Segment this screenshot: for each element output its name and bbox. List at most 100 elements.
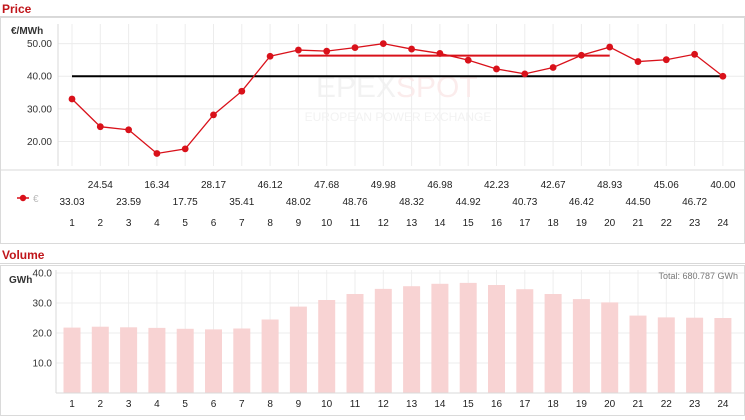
volume-bar [686,317,704,393]
price-legend: € [17,194,39,205]
volume-chart: GWh Total: 680.787 GWh 10.020.030.040.0 … [9,269,744,410]
watermark-tagline: EUROPEAN POWER EXCHANGE [305,110,492,124]
volume-bar [63,327,81,393]
price-point [521,70,529,78]
volume-hour-label: 4 [154,399,160,410]
price-point [408,45,415,53]
volume-y-axis-label: GWh [9,275,32,286]
price-value-label: 49.98 [371,180,396,191]
price-point [464,56,472,64]
price-value-label: 40.00 [710,180,735,191]
price-value-label: 16.34 [144,180,169,191]
volume-section-title: Volume [2,248,45,262]
volume-bar [431,283,449,393]
volume-hour-label: 16 [491,399,503,410]
price-point [719,72,727,80]
price-hour-label: 22 [661,218,673,229]
price-panel: €/MWh 20.00 30.00 40.00 50.00 EPEX SPOT EUR… [0,17,745,244]
price-value-label: 44.92 [456,197,481,208]
volume-bar [346,294,364,393]
volume-hour-label: 12 [378,399,390,410]
price-value-label: 46.12 [258,180,283,191]
price-point [96,123,104,131]
price-section-rule [0,16,745,17]
price-point [266,52,274,60]
price-hour-label: 13 [406,218,418,229]
price-point [323,47,331,55]
price-y-tick-label: 20.00 [27,137,52,148]
volume-bar [516,289,534,393]
price-y-tick-label: 50.00 [27,39,52,50]
legend-series-label: € [33,194,39,205]
price-point [493,65,500,73]
volume-hour-label: 15 [463,399,475,410]
price-hour-label: 19 [576,218,588,229]
price-hour-label: 1 [69,218,75,229]
price-value-label: 40.73 [512,197,537,208]
price-hour-label: 9 [296,218,302,229]
price-hour-label: 21 [632,218,644,229]
volume-hour-label: 21 [632,399,644,410]
price-point [68,95,76,103]
volume-hour-label: 3 [126,399,132,410]
volume-bar [403,286,421,393]
volume-hour-label: 5 [182,399,188,410]
volume-hour-label: 19 [576,399,588,410]
price-hour-label: 10 [321,218,333,229]
volume-y-tick-label: 40.0 [33,269,53,280]
price-point [351,44,359,52]
price-point [662,56,670,64]
price-hour-label: 14 [434,218,446,229]
volume-panel: GWh Total: 680.787 GWh 10.0 20.0 30.0 40.0 … [0,265,745,416]
price-hour-label: 18 [548,218,560,229]
volume-bar [657,317,675,393]
volume-bar [261,319,279,393]
price-value-label: 28.17 [201,180,226,191]
price-hour-label: 24 [717,218,729,229]
volume-y-tick-label: 20.0 [33,329,53,340]
price-y-axis-label: €/MWh [11,26,43,37]
price-point [634,58,642,65]
price-hour-label: 2 [98,218,104,229]
price-value-label: 23.59 [116,197,141,208]
volume-hour-label: 7 [239,399,245,410]
price-hour-label: 6 [211,218,217,229]
volume-bar [714,318,732,393]
price-point [436,50,444,57]
price-point [379,40,387,48]
volume-bar [374,288,392,393]
price-value-label: 48.32 [399,197,424,208]
price-y-tick-label: 40.00 [27,72,52,83]
price-point [238,87,246,95]
price-value-label: 17.75 [173,197,198,208]
volume-y-tick-label: 30.0 [33,299,53,310]
volume-bar [488,285,505,393]
volume-hour-label: 13 [406,399,418,410]
volume-hour-label: 18 [548,399,560,410]
price-value-label: 45.06 [654,180,679,191]
price-hour-label: 7 [239,218,245,229]
price-value-label: 42.67 [541,180,566,191]
price-chart: €/MWh 20.00 30.00 40.00 50.00 EPEX SPOT EUR… [1,24,744,229]
price-series-line [71,42,724,155]
price-hour-label: 23 [689,218,701,229]
volume-bar [120,327,138,393]
price-point [549,64,557,71]
volume-bar [176,328,194,393]
price-hour-label: 5 [182,218,188,229]
price-hour-label: 17 [519,218,531,229]
volume-hour-label: 20 [604,399,616,410]
price-y-tick-label: 30.00 [27,104,52,115]
price-point [691,50,698,58]
price-value-label: 48.02 [286,197,311,208]
volume-bar [148,327,166,393]
price-hour-label: 8 [267,218,273,229]
price-point [153,150,161,157]
price-point [606,43,614,51]
price-section-title: Price [2,2,32,16]
volume-bar [91,326,109,393]
volume-total-label: Total: 680.787 GWh [658,271,738,281]
volume-hour-label: 14 [434,399,446,410]
legend-marker [19,194,27,202]
volume-bar [459,282,477,393]
